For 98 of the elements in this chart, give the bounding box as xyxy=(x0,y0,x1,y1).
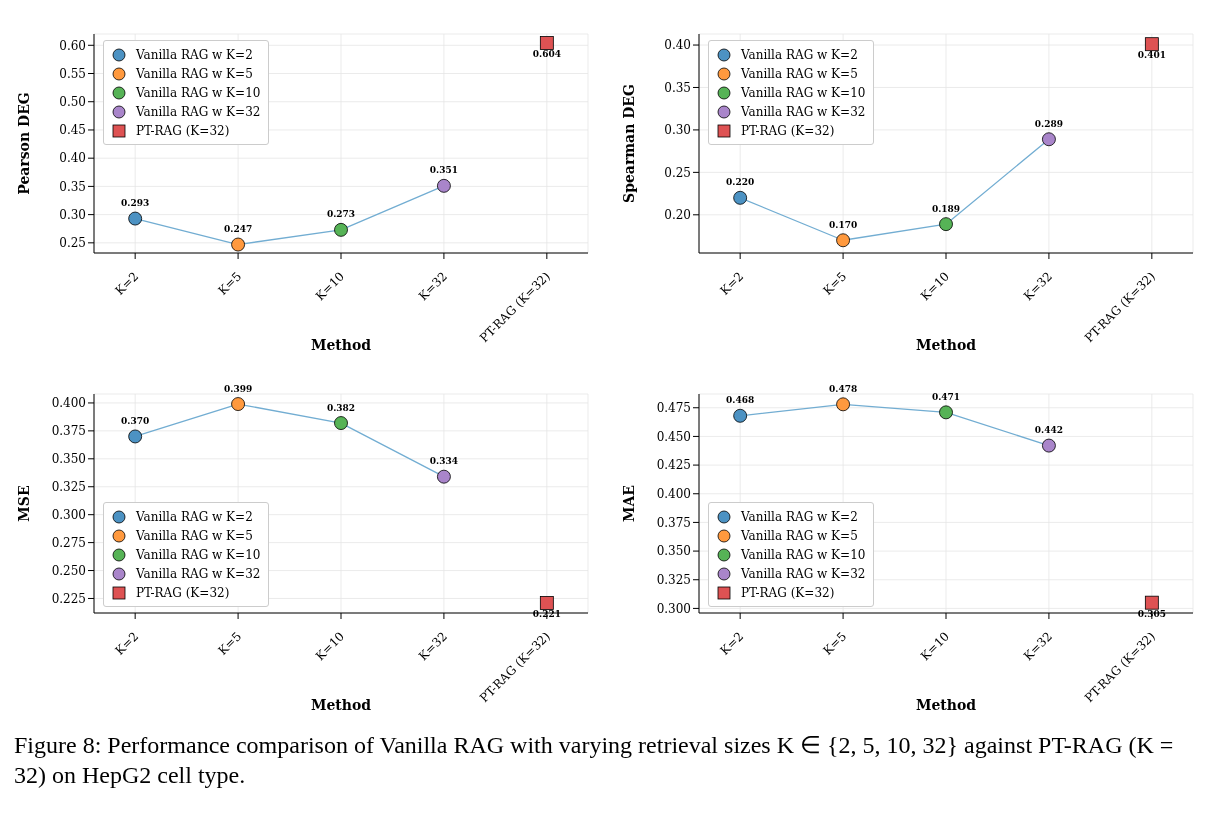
point xyxy=(539,36,554,50)
data-label: 0.334 xyxy=(429,456,459,467)
point xyxy=(1144,37,1159,52)
y-tick-label: 0.25 xyxy=(664,165,691,180)
y-tick-label: 0.40 xyxy=(59,151,86,166)
y-tick-label: 0.450 xyxy=(656,429,691,444)
data-label: 0.247 xyxy=(223,224,253,235)
data-label: 0.221 xyxy=(532,608,561,619)
legend-label: Vanilla RAG w K=2 xyxy=(741,509,858,524)
data-label: 0.189 xyxy=(931,203,961,214)
x-axis-title: Method xyxy=(915,697,977,713)
legend-label: Vanilla RAG w K=32 xyxy=(741,566,866,581)
y-tick-label: 0.400 xyxy=(51,396,86,411)
point xyxy=(733,190,748,205)
legend-label: Vanilla RAG w K=10 xyxy=(136,85,261,100)
point xyxy=(836,233,850,248)
data-label: 0.382 xyxy=(326,402,356,413)
y-tick-label: 0.350 xyxy=(656,544,691,559)
legend-label: PT-RAG (K=32) xyxy=(741,123,835,138)
data-label: 0.604 xyxy=(532,48,561,59)
point xyxy=(939,405,953,420)
y-tick-label: 0.40 xyxy=(664,38,691,53)
point xyxy=(334,416,348,430)
data-label: 0.351 xyxy=(429,165,459,176)
data-label: 0.293 xyxy=(121,198,150,209)
legend-label: Vanilla RAG w K=32 xyxy=(136,566,261,581)
x-axis-title: Method xyxy=(310,337,372,353)
point xyxy=(437,469,451,484)
caption: Figure 8: Performance comparison of Vanilla RAG with varying retrieval sizes K ∈ {2, 5, 10, 32} against PT-RAG (K = 32) on HepG2 cell type. xyxy=(13,731,1175,790)
y-tick-label: 0.250 xyxy=(51,563,86,578)
point xyxy=(437,178,451,193)
data-label: 0.305 xyxy=(1137,608,1166,619)
legend-label: Vanilla RAG w K=10 xyxy=(741,547,866,562)
point xyxy=(733,408,748,423)
y-tick-label: 0.375 xyxy=(51,424,86,439)
y-tick-label: 0.30 xyxy=(664,123,691,138)
legend-label: Vanilla RAG w K=10 xyxy=(741,85,866,100)
y-tick-label: 0.425 xyxy=(656,458,691,473)
legend-label: Vanilla RAG w K=5 xyxy=(136,528,253,543)
legend-label: Vanilla RAG w K=2 xyxy=(136,47,253,62)
data-label: 0.478 xyxy=(828,383,858,394)
y-tick-label: 0.300 xyxy=(656,601,691,616)
y-tick-label: 0.20 xyxy=(664,208,691,223)
legend-label: Vanilla RAG w K=5 xyxy=(741,66,858,81)
y-tick-label: 0.30 xyxy=(59,207,86,222)
data-label: 0.471 xyxy=(931,391,961,402)
y-tick-label: 0.45 xyxy=(59,123,86,138)
data-label: 0.401 xyxy=(1137,50,1166,61)
point xyxy=(128,211,143,226)
legend-label: Vanilla RAG w K=10 xyxy=(136,547,261,562)
y-axis-title: MAE xyxy=(620,484,637,523)
point xyxy=(231,397,245,411)
legend-label: Vanilla RAG w K=32 xyxy=(741,104,866,119)
y-tick-label: 0.350 xyxy=(51,452,86,467)
point xyxy=(539,596,554,610)
y-tick-label: 0.60 xyxy=(59,38,86,53)
data-label: 0.220 xyxy=(726,177,755,188)
legend-label: Vanilla RAG w K=5 xyxy=(741,528,858,543)
y-tick-label: 0.475 xyxy=(656,401,691,416)
y-tick-label: 0.35 xyxy=(59,179,86,194)
y-axis-title: Pearson DEG xyxy=(15,92,32,195)
point xyxy=(231,237,245,252)
y-axis-title: MSE xyxy=(15,485,32,522)
legend-label: Vanilla RAG w K=32 xyxy=(136,104,261,119)
y-tick-label: 0.50 xyxy=(59,94,86,109)
y-tick-label: 0.325 xyxy=(656,573,691,588)
y-tick-label: 0.300 xyxy=(51,507,86,522)
data-label: 0.273 xyxy=(326,209,356,220)
legend-label: PT-RAG (K=32) xyxy=(741,585,835,600)
x-axis-title: Method xyxy=(310,697,372,713)
y-tick-label: 0.400 xyxy=(656,487,691,502)
point xyxy=(128,429,143,444)
y-tick-label: 0.55 xyxy=(59,66,86,81)
y-tick-label: 0.375 xyxy=(656,515,691,530)
data-label: 0.370 xyxy=(121,415,150,426)
data-label: 0.442 xyxy=(1034,425,1064,436)
data-label: 0.468 xyxy=(726,395,755,406)
x-axis-title: Method xyxy=(915,337,977,353)
data-label: 0.289 xyxy=(1034,118,1064,129)
y-tick-label: 0.275 xyxy=(51,535,86,550)
y-axis-title: Spearman DEG xyxy=(620,84,637,203)
data-label: 0.170 xyxy=(828,219,858,230)
point xyxy=(1042,438,1056,453)
y-tick-label: 0.225 xyxy=(51,591,86,606)
y-tick-label: 0.25 xyxy=(59,236,86,251)
legend-label: PT-RAG (K=32) xyxy=(136,123,230,138)
point xyxy=(1144,595,1159,610)
point xyxy=(939,217,953,232)
legend-label: Vanilla RAG w K=5 xyxy=(136,66,253,81)
legend-label: Vanilla RAG w K=2 xyxy=(741,47,858,62)
point xyxy=(1042,132,1056,147)
y-tick-label: 0.325 xyxy=(51,480,86,494)
point xyxy=(836,397,850,412)
point xyxy=(334,222,348,237)
legend-label: PT-RAG (K=32) xyxy=(136,585,230,600)
data-label: 0.399 xyxy=(223,383,253,394)
legend-label: Vanilla RAG w K=2 xyxy=(136,509,253,524)
y-tick-label: 0.35 xyxy=(664,80,691,95)
